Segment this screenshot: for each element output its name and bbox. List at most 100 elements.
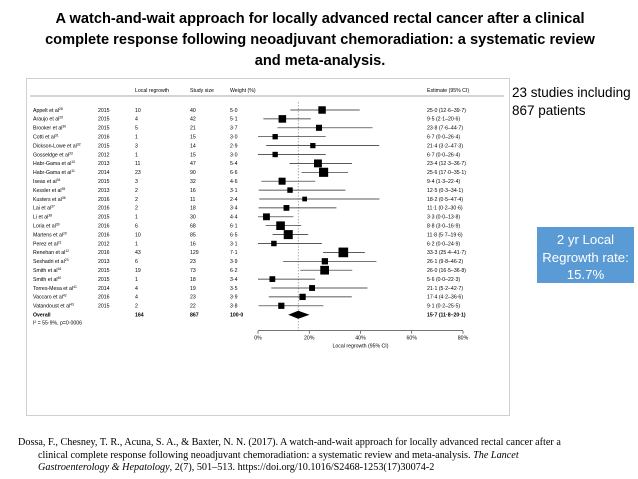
- study-ref: 41: [73, 285, 77, 289]
- study-ref: 35: [62, 187, 66, 191]
- study-estimate: 23·8 (7·6–44·7): [427, 126, 463, 132]
- study-weight: 5·1: [230, 117, 238, 123]
- point-estimate-square: [283, 230, 293, 240]
- study-regrowth: 4: [135, 286, 138, 292]
- study-year: 2012: [98, 152, 110, 158]
- point-estimate-square: [321, 258, 329, 265]
- study-estimate: 26·0 (16·5–36·8): [427, 268, 466, 274]
- overall-weight: 100·0: [230, 313, 243, 319]
- study-estimate: 18·2 (0·5–47·4): [427, 197, 463, 203]
- study-year: 2014: [98, 286, 110, 292]
- study-label: Araujo et al29: [33, 116, 63, 123]
- study-year: 2012: [98, 241, 110, 247]
- point-estimate-square: [278, 177, 286, 185]
- study-label: Habr-Gama et al11: [33, 169, 75, 176]
- citation-line-1: Dossa, F., Chesney, T. R., Acuna, S. A.,…: [18, 437, 561, 448]
- study-year: 2015: [98, 268, 110, 274]
- study-estimate: 26·1 (9·8–46·2): [427, 259, 463, 265]
- point-estimate-square: [309, 285, 316, 291]
- study-weight: 6·1: [230, 224, 238, 230]
- study-size: 85: [190, 232, 196, 238]
- point-estimate-square: [310, 142, 316, 149]
- x-tick-label: 40%: [355, 336, 366, 342]
- study-regrowth: 43: [135, 250, 141, 256]
- figure-frame: [26, 78, 510, 416]
- pooled-diamond: [288, 310, 310, 319]
- overall-size: 867: [190, 313, 199, 319]
- point-estimate-square: [271, 240, 277, 247]
- study-size: 15: [190, 135, 196, 141]
- study-label: Kusters et al36: [33, 196, 66, 203]
- study-estimate: 11·8 (5·7–19·6): [427, 232, 463, 238]
- study-label: Torres-Mesa et al41: [33, 285, 77, 292]
- studies-note: 23 studies including 867 patients: [512, 85, 631, 118]
- col-header-estimate: Estimate (95% CI): [427, 88, 469, 94]
- study-size: 18: [190, 277, 196, 283]
- study-size: 21: [190, 126, 196, 132]
- study-label: Appelt et al28: [33, 107, 63, 114]
- study-weight: 3·5: [230, 286, 238, 292]
- study-ref: 42: [63, 294, 67, 298]
- study-ref: 31: [55, 134, 59, 138]
- study-label: Gosseldge et al33: [33, 151, 73, 158]
- study-size: 16: [190, 188, 196, 194]
- study-weight: 6·5: [230, 232, 238, 238]
- point-estimate-square: [314, 159, 322, 168]
- study-label: Habr-Gama et al10: [33, 160, 75, 167]
- study-label: Li et al38: [33, 214, 52, 221]
- study-estimate: 23·4 (12·3–36·7): [427, 161, 466, 167]
- study-weight: 6·2: [230, 268, 238, 274]
- study-weight: 3·1: [230, 241, 238, 247]
- study-regrowth: 3: [135, 179, 138, 185]
- study-weight: 3·8: [230, 304, 238, 310]
- study-regrowth: 2: [135, 304, 138, 310]
- study-regrowth: 1: [135, 241, 138, 247]
- study-estimate: 9·4 (1·3–22·4): [427, 179, 460, 185]
- point-estimate-square: [318, 106, 326, 114]
- study-regrowth: 4: [135, 295, 138, 301]
- study-estimate: 11·1 (0·2–30·6): [427, 206, 463, 212]
- study-ref: 23: [65, 258, 69, 262]
- study-estimate: 25·6 (17·0–35·1): [427, 170, 466, 176]
- point-estimate-square: [276, 221, 285, 231]
- study-weight: 3·4: [230, 277, 238, 283]
- study-year: 2015: [98, 215, 110, 221]
- x-tick-label: 80%: [458, 336, 469, 342]
- study-weight: 7·1: [230, 250, 238, 256]
- point-estimate-square: [302, 196, 307, 202]
- citation-journal-sub: Gastroenterology & Hepatology: [38, 462, 170, 474]
- study-estimate: 12·5 (0·3–34·1): [427, 188, 463, 194]
- study-year: 2015: [98, 179, 110, 185]
- study-estimate: 9·5 (2·1–20·6): [427, 117, 460, 123]
- study-ref: 34: [57, 178, 61, 182]
- study-size: 68: [190, 224, 196, 230]
- citation-line-2: clinical complete response following neo…: [18, 450, 628, 463]
- study-label: Martens et al20: [33, 231, 67, 238]
- study-estimate: 3·3 (0·0–13·8): [427, 215, 460, 221]
- x-tick-label: 60%: [407, 336, 418, 342]
- study-size: 30: [190, 215, 196, 221]
- x-axis-title: Local regrowth (95% CI): [333, 344, 389, 350]
- study-weight: 3·0: [230, 135, 238, 141]
- study-size: 14: [190, 143, 196, 149]
- study-year: 2013: [98, 188, 110, 194]
- study-regrowth: 10: [135, 108, 141, 114]
- study-regrowth: 1: [135, 277, 138, 283]
- study-weight: 4·6: [230, 179, 238, 185]
- study-size: 15: [190, 152, 196, 158]
- study-weight: 3·1: [230, 188, 238, 194]
- x-tick-label: 0%: [254, 336, 262, 342]
- slide-title: A watch-and-wait approach for locally ad…: [45, 11, 595, 69]
- study-year: 2015: [98, 277, 110, 283]
- study-size: 19: [190, 286, 196, 292]
- study-label: Kessler et al35: [33, 187, 65, 194]
- study-estimate: 8·8 (3·0–16·9): [427, 224, 460, 230]
- study-year: 2016: [98, 206, 110, 212]
- citation-line-3-rest: , 2(7), 501–513. https://doi.org/10.1016…: [169, 462, 435, 474]
- overall-label: Overall: [33, 313, 51, 319]
- study-ref: 39: [56, 223, 60, 227]
- x-tick-label: 20%: [304, 336, 315, 342]
- study-year: 2016: [98, 224, 110, 230]
- study-ref: 32: [77, 142, 81, 146]
- study-weight: 3·4: [230, 206, 238, 212]
